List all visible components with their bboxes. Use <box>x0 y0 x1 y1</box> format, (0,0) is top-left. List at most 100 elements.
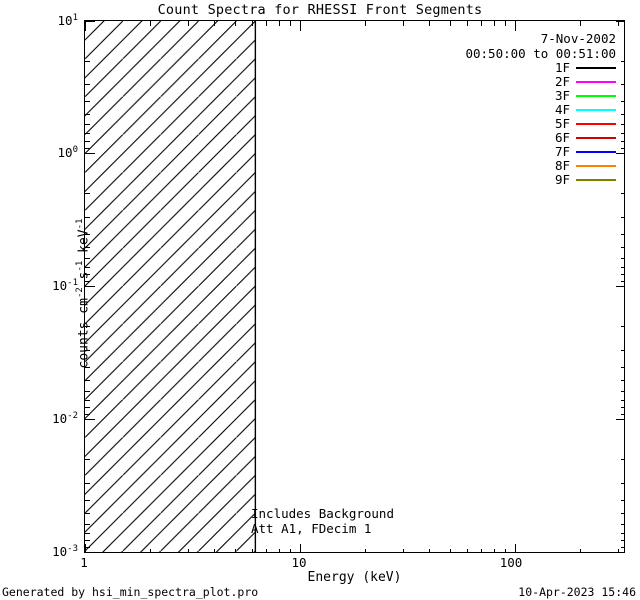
ytick-label: 10-1 <box>52 277 78 293</box>
ytick-minor <box>621 193 624 194</box>
legend-label: 2F <box>554 74 570 89</box>
xtick-minor <box>467 549 468 552</box>
legend-label: 7F <box>554 144 570 159</box>
ytick-minor <box>621 547 624 548</box>
legend-item: 6F <box>544 131 616 145</box>
legend-label: 5F <box>554 116 570 131</box>
xtick-minor <box>214 549 216 552</box>
ytick-minor <box>621 500 624 501</box>
ytick-label-group: 10-1 <box>22 277 78 293</box>
ytick-label-group: 10-3 <box>22 544 78 559</box>
legend-label: 4F <box>554 102 570 117</box>
xtick-minor <box>266 549 268 552</box>
ytick-minor <box>85 84 90 86</box>
legend-item: 4F <box>544 103 616 117</box>
ytick-minor <box>85 500 90 501</box>
xtick-minor <box>402 21 404 26</box>
ytick-minor <box>621 61 624 62</box>
ytick-mark <box>85 153 95 155</box>
ytick-minor <box>621 234 624 235</box>
ytick-label-group: 101 <box>22 13 78 28</box>
xtick-minor <box>149 549 151 552</box>
ytick-minor <box>85 247 90 248</box>
xtick-label: 1 <box>80 555 88 570</box>
xtick-minor <box>504 21 506 26</box>
legend-swatch-9f <box>576 179 616 181</box>
ytick-minor <box>85 540 90 542</box>
xtick-minor <box>402 549 404 552</box>
legend-item: 1F <box>544 61 616 75</box>
xtick-minor <box>289 21 291 26</box>
ytick-minor <box>85 113 90 115</box>
ytick-minor <box>621 483 624 484</box>
ytick-minor <box>621 380 624 381</box>
ytick-minor <box>85 266 90 268</box>
xtick-mark <box>85 544 87 552</box>
xtick-minor <box>617 549 619 552</box>
ytick-minor <box>621 247 624 248</box>
legend-item: 7F <box>544 145 616 159</box>
legend-swatch-4f <box>576 109 616 111</box>
ytick-minor <box>85 380 90 381</box>
xtick-minor <box>278 549 280 552</box>
ytick-minor <box>85 532 90 534</box>
xtick-minor <box>493 549 495 552</box>
xtick-minor <box>252 21 253 26</box>
xtick-mark <box>85 21 87 31</box>
ytick-minor <box>621 84 624 86</box>
ytick-mark <box>616 553 625 554</box>
legend-swatch-1f <box>576 67 616 69</box>
ytick-minor <box>85 281 90 282</box>
ytick-minor <box>85 193 90 194</box>
ytick-minor <box>621 350 624 351</box>
legend-swatch-8f <box>576 165 616 167</box>
ytick-label-group: 10-2 <box>22 411 78 426</box>
legend-label: 6F <box>554 130 570 145</box>
xtick-minor <box>493 21 495 26</box>
xtick-minor <box>467 21 468 26</box>
ytick-minor <box>621 141 624 142</box>
legend-label: 8F <box>554 158 570 173</box>
xtick-mark <box>300 21 302 31</box>
footer-generated-by: Generated by hsi_min_spectra_plot.pro <box>2 585 259 599</box>
ytick-minor <box>621 124 624 126</box>
legend-label: 9F <box>554 172 570 187</box>
legend-item: 8F <box>544 159 616 173</box>
ytick-minor <box>85 350 90 351</box>
ytick-minor <box>85 141 90 142</box>
ytick-minor <box>85 483 90 484</box>
xtick-label: 10 <box>291 555 307 570</box>
xtick-label: 100 <box>499 555 523 570</box>
xtick-mark <box>515 21 517 31</box>
ytick-minor <box>85 326 90 327</box>
ytick-minor <box>621 101 624 102</box>
ytick-minor <box>621 147 624 149</box>
ytick-minor <box>85 234 90 235</box>
note-attenuator: Att A1, FDecim 1 <box>251 521 372 536</box>
xtick-minor <box>214 21 216 26</box>
ytick-minor <box>621 532 624 534</box>
ytick-minor <box>621 540 624 542</box>
xtick-minor <box>579 21 581 26</box>
ytick-minor <box>621 390 624 392</box>
ytick-label-group: 100 <box>22 144 78 160</box>
ytick-label: 100 <box>57 144 78 160</box>
legend-item: 3F <box>544 89 616 103</box>
xtick-minor <box>450 549 451 552</box>
ytick-minor <box>621 133 624 135</box>
xtick-minor <box>289 549 291 552</box>
xtick-mark <box>300 544 302 552</box>
ytick-minor <box>85 274 90 276</box>
annotation-date: 7-Nov-2002 <box>540 31 616 46</box>
ytick-mark <box>85 419 95 421</box>
ytick-minor <box>85 147 90 149</box>
plot-area: 7-Nov-2002 00:50:00 to 00:51:00 1F 2F 3F… <box>84 20 625 553</box>
ytick-minor <box>85 390 90 392</box>
xtick-minor <box>149 21 151 26</box>
ytick-minor <box>621 281 624 282</box>
xtick-minor <box>429 21 431 26</box>
xtick-minor <box>266 21 268 26</box>
page-title: Count Spectra for RHESSI Front Segments <box>157 2 483 18</box>
ytick-minor <box>85 399 90 401</box>
ytick-minor <box>621 459 624 460</box>
